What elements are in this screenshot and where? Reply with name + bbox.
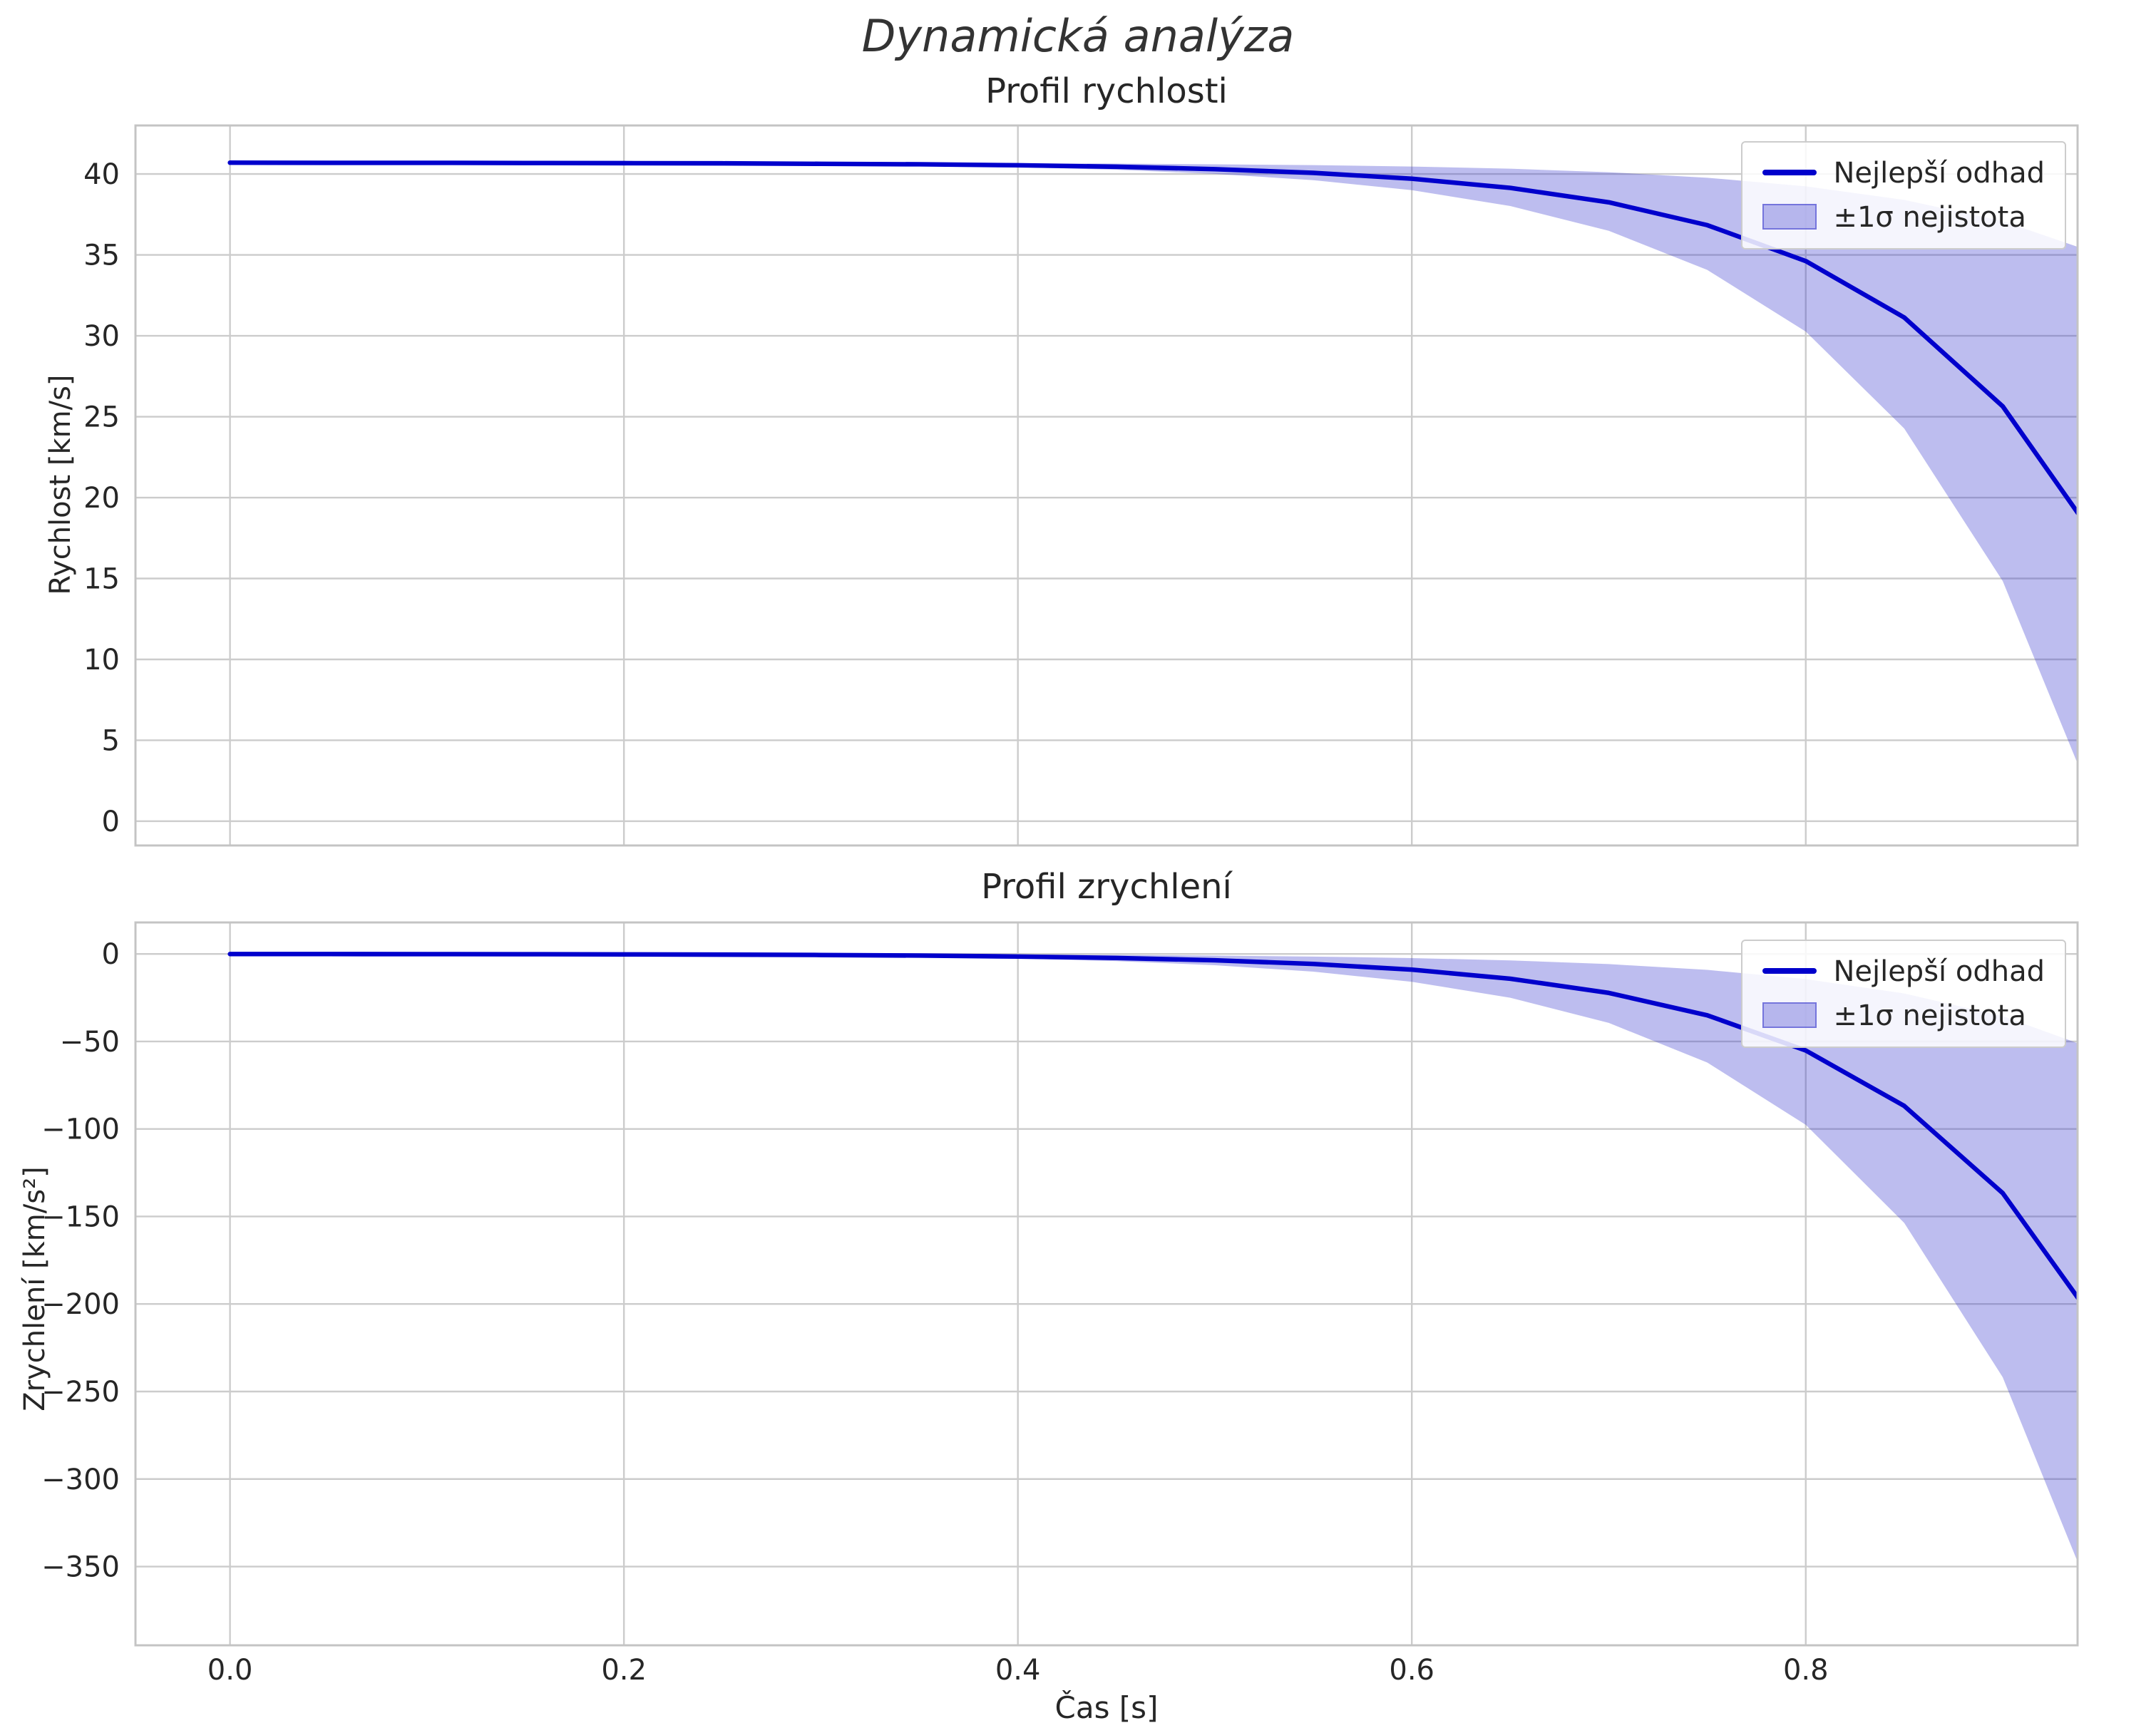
legend-label-best-estimate: Nejlepší odhad [1833,954,2045,988]
legend-item-best-estimate: Nejlepší odhad [1762,155,2045,190]
velocity-legend: Nejlepší odhad ±1σ nejistota [1740,141,2066,250]
legend-label-uncertainty: ±1σ nejistota [1833,200,2026,234]
y-tick-label: −50 [60,1026,120,1059]
velocity-chart-title: Profil rychlosti [985,71,1228,111]
x-tick-label: 0.0 [207,1654,253,1687]
y-tick-label: −300 [41,1464,120,1496]
legend-item-uncertainty: ±1σ nejistota [1762,200,2045,234]
y-tick-label: 30 [83,320,120,353]
legend-item-best-estimate: Nejlepší odhad [1762,954,2045,988]
figure-suptitle: Dynamická analýza [861,11,1295,63]
y-tick-label: 10 [83,644,120,677]
y-tick-label: −200 [41,1288,120,1321]
x-axis-label: Čas [s] [1054,1691,1159,1725]
acceleration-plot: −350 −300 −250 −200 −150 −100 −50 0 0.0 0.2 0.4 0.6… [41,921,2079,1687]
acceleration-chart-title: Profil zrychlení [981,867,1232,907]
legend-label-uncertainty: ±1σ nejistota [1833,998,2026,1032]
axes-spines [134,124,2079,847]
y-tick-label: 0 [102,938,120,971]
y-tick-label: 40 [83,158,120,191]
y-tick-label: −250 [41,1376,120,1409]
line-swatch-icon [1762,968,1817,974]
band-swatch-icon [1762,204,1817,230]
y-tick-label: −150 [41,1200,120,1233]
y-tick-label: 15 [83,563,120,596]
band-swatch-icon [1762,1002,1817,1028]
legend-item-uncertainty: ±1σ nejistota [1762,998,2045,1032]
y-tick-label: 5 [102,724,120,757]
x-tick-label: 0.2 [601,1654,647,1687]
y-tick-label: 20 [83,482,120,515]
y-tick-label: 0 [102,806,120,838]
x-tick-label: 0.4 [995,1654,1041,1687]
y-tick-label: −350 [41,1551,120,1584]
y-tick-label: 25 [83,401,120,434]
acceleration-legend: Nejlepší odhad ±1σ nejistota [1740,940,2066,1048]
x-tick-label: 0.8 [1783,1654,1829,1687]
axes-spines [134,921,2079,1647]
legend-label-best-estimate: Nejlepší odhad [1833,155,2045,190]
line-swatch-icon [1762,170,1817,175]
y-tick-label: 35 [83,240,120,272]
best-estimate-line [227,160,2078,517]
x-tick-label: 0.6 [1389,1654,1434,1687]
y-tick-label: −100 [41,1114,120,1146]
